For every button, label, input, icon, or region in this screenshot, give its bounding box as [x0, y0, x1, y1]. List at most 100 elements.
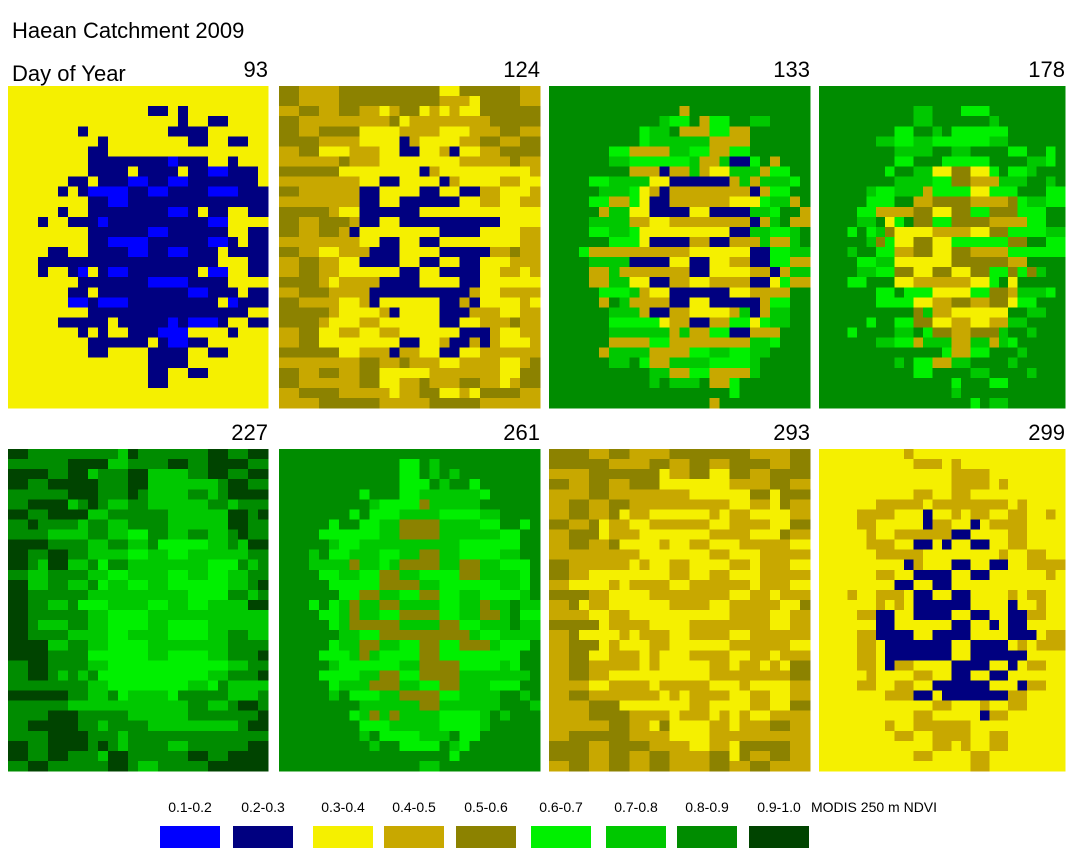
raster-cell	[649, 640, 670, 651]
raster-cell	[128, 449, 139, 460]
raster-cell	[589, 660, 640, 671]
raster-cell	[690, 328, 711, 339]
raster-cell	[228, 489, 269, 500]
raster-cell	[48, 550, 69, 561]
raster-cell	[379, 600, 400, 611]
raster-cell	[730, 650, 751, 661]
raster-cell	[440, 691, 461, 702]
raster-cell	[460, 86, 521, 97]
raster-cell	[690, 317, 711, 328]
legend-swatch	[677, 826, 737, 848]
raster-cell	[440, 167, 531, 178]
raster-cell	[98, 328, 109, 339]
raster-cell	[629, 297, 670, 308]
raster-cell	[690, 489, 751, 500]
raster-cell	[98, 287, 189, 298]
raster-cell	[1046, 287, 1056, 298]
raster-cell	[48, 530, 89, 541]
raster-cell	[690, 207, 711, 218]
raster-cell	[760, 197, 771, 208]
raster-cell	[609, 540, 620, 551]
raster-cell	[549, 630, 570, 641]
raster-cell	[989, 751, 1065, 762]
raster-cell	[48, 247, 69, 258]
raster-cell	[28, 499, 69, 510]
raster-cell	[279, 660, 330, 671]
raster-cell	[359, 540, 460, 551]
raster-cell	[88, 307, 249, 318]
raster-cell	[359, 187, 380, 198]
raster-cell	[299, 96, 340, 107]
raster-cell	[1008, 499, 1018, 510]
raster-cell	[339, 660, 400, 671]
raster-cell	[989, 297, 1008, 308]
raster-cell	[629, 449, 670, 460]
raster-cell	[369, 297, 380, 308]
raster-cell	[480, 519, 501, 530]
raster-cell	[933, 499, 1009, 510]
raster-cell	[819, 550, 876, 561]
raster-cell	[770, 701, 791, 712]
raster-cell	[819, 519, 857, 530]
raster-cell	[569, 540, 590, 551]
raster-cell	[1027, 317, 1065, 328]
raster-cell	[933, 317, 952, 328]
raster-cell	[48, 509, 89, 520]
raster-cell	[819, 630, 857, 641]
raster-cell	[339, 348, 360, 359]
raster-cell	[980, 711, 990, 722]
day-label: 261	[503, 420, 540, 445]
raster-cell	[379, 307, 390, 318]
raster-cell	[1046, 570, 1056, 581]
raster-cell	[700, 378, 711, 389]
raster-cell	[168, 177, 189, 188]
raster-cell	[609, 358, 630, 369]
raster-cell	[951, 479, 989, 490]
raster-cell	[790, 580, 811, 591]
raster-cell	[440, 590, 461, 601]
raster-cell	[399, 469, 420, 480]
raster-cell	[339, 610, 350, 621]
raster-cell	[1046, 217, 1065, 228]
raster-cell	[339, 257, 360, 268]
raster-cell	[629, 156, 690, 167]
raster-cell	[460, 741, 471, 752]
raster-cell	[208, 116, 229, 127]
raster-cell	[649, 287, 670, 298]
raster-cell	[914, 247, 933, 258]
raster-cell	[299, 338, 320, 349]
raster-cell	[549, 600, 570, 611]
raster-cell	[989, 368, 1027, 379]
legend-swatch	[531, 826, 591, 848]
raster-cell	[1008, 479, 1065, 490]
raster-cell	[770, 711, 811, 722]
raster-cell	[228, 328, 239, 339]
raster-cell	[961, 741, 971, 752]
raster-cell	[750, 751, 771, 762]
raster-cell	[750, 711, 771, 722]
raster-cell	[58, 670, 69, 681]
raster-cell	[279, 670, 320, 681]
raster-cell	[480, 338, 491, 349]
raster-cell	[609, 751, 630, 762]
raster-cell	[520, 610, 541, 621]
raster-cell	[420, 237, 441, 248]
raster-cell	[208, 499, 229, 510]
raster-cell	[639, 550, 710, 561]
raster-cell	[88, 156, 169, 167]
raster-cell	[128, 630, 169, 641]
raster-cell	[8, 86, 269, 97]
raster-cell	[710, 398, 721, 409]
raster-cell	[530, 267, 541, 278]
raster-cell	[1046, 610, 1065, 621]
raster-cell	[961, 106, 990, 117]
raster-cell	[914, 610, 952, 621]
raster-cell	[895, 187, 924, 198]
raster-cell	[359, 257, 400, 268]
raster-cell	[569, 600, 580, 611]
raster-cell	[248, 207, 269, 218]
raster-cell	[369, 489, 400, 500]
raster-cell	[480, 630, 501, 641]
raster-cell	[430, 167, 441, 178]
raster-cell	[128, 469, 149, 480]
